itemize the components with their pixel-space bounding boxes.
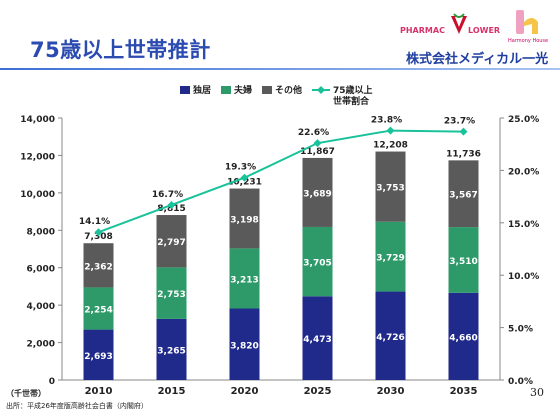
ratio-point [94,228,103,237]
x-tick-label: 2015 [158,386,186,397]
bar-segment-other [229,188,260,249]
ratio-point [459,127,468,136]
y-left-tick-label: 12,000 [20,152,55,162]
bar-total-label: 12,208 [373,141,408,151]
bar-segment-label: 4,473 [303,335,331,345]
bar-segment-other [375,151,406,222]
bar-segment-single [375,291,406,380]
legend-label: 独居 [192,84,211,96]
bar-segment-label: 2,797 [157,238,185,248]
bar-segment-couple [302,226,333,297]
bar-segment-label: 4,726 [376,333,404,343]
y-left-tick-label: 14,000 [20,115,55,125]
legend-label: その他 [275,84,302,96]
bar-segment-other [302,157,333,227]
bar-segment-couple [156,267,187,319]
x-tick-label: 2035 [450,386,478,397]
x-tick-label: 2025 [304,386,332,397]
bar-segment-single [156,318,187,380]
bar-total-label: 8,815 [157,204,185,214]
ratio-point-label: 22.6% [298,128,329,138]
legend-swatch [221,86,231,94]
y-right-tick-label: 0.0% [508,377,533,387]
ratio-point-label: 23.7% [444,117,475,127]
y-left-tick-label: 8,000 [27,227,55,237]
ratio-point-label: 16.7% [152,190,183,200]
bar-segment-single [448,292,479,380]
bar-segment-label: 2,362 [84,262,112,272]
y-left-tick-label: 4,000 [27,302,55,312]
ratio-point-label: 23.8% [371,116,402,126]
legend-label: 世帯割合 [333,95,370,107]
bar-segment-couple [375,221,406,292]
bar-segment-label: 3,198 [230,215,258,225]
ratio-line [98,129,464,234]
bar-segment-couple [229,248,260,309]
bar-segment-label: 2,753 [157,290,185,300]
y-right-tick-label: 10.0% [508,272,539,282]
bar-total-label: 11,736 [446,149,481,159]
bar-segment-other [448,160,479,228]
bar-segment-label: 3,567 [449,191,477,201]
bar-segment-single [83,329,114,380]
bar-total-label: 7,308 [84,232,112,242]
x-tick-label: 2030 [377,386,405,397]
y-left-tick-label: 2,000 [27,340,55,350]
bar-segment-label: 3,705 [303,259,331,269]
y-right-tick-label: 15.0% [508,220,539,230]
flower-logo-icon [451,13,467,34]
ratio-point-label: 14.1% [79,217,110,227]
ratio-point-label: 19.3% [225,163,256,173]
bar-segment-label: 3,689 [303,189,331,199]
bar-segment-label: 3,510 [449,257,477,267]
y-right-tick-label: 25.0% [508,115,539,125]
bar-segment-label: 3,213 [230,275,258,285]
unit-note: （千世帯） [6,389,46,398]
legend-swatch [180,86,190,94]
legend-swatch [262,86,272,94]
ratio-point [167,200,176,209]
bar-segment-other [83,243,114,288]
ratio-point [313,139,322,148]
y-right-tick-label: 5.0% [508,325,533,335]
company-name: 株式会社メディカル一光 [406,52,549,67]
y-left-tick-label: 10,000 [20,190,55,200]
y-right-tick-label: 20.0% [508,167,539,177]
bar-segment-couple [448,227,479,293]
title-divider [0,68,560,70]
logo-harmony-text: Harmony House [508,38,549,44]
y-left-tick-label: 6,000 [27,265,55,275]
bar-segment-other [156,215,187,268]
page-title: 75歳以上世帯推計 [30,38,211,62]
bar-segment-label: 2,254 [84,306,112,316]
bar-segment-label: 3,729 [376,254,404,264]
source-note: 出所：平成26年度版高齢社会白書（内閣府） [6,402,148,410]
bar-total-label: 10,231 [227,178,262,188]
legend-line-marker [317,86,325,94]
bar-segment-couple [83,287,114,330]
y-left-tick-label: 0 [49,377,55,387]
bar-segment-label: 3,753 [376,184,404,194]
bar-segment-single [302,296,333,380]
ratio-point [386,126,395,135]
logo-pharmacy-text: PHARMAC [400,26,445,35]
bar-segment-label: 2,693 [84,352,112,362]
bar-segment-single [229,308,260,380]
legend-label: 夫婦 [234,84,252,96]
logo-lower-text: LOWER [468,26,501,35]
bar-segment-label: 3,265 [157,346,185,356]
bar-segment-label: 3,820 [230,341,258,351]
harmony-house-logo-icon [516,10,538,34]
legend-label: 75歳以上 [333,84,373,96]
ratio-point [240,173,249,182]
bar-total-label: 11,867 [300,147,335,157]
page-number: 30 [530,386,544,399]
logo-area: PHARMAC LOWER Harmony House 株式会社メディカル一光 [382,4,552,67]
x-tick-label: 2020 [231,386,259,397]
x-tick-label: 2010 [85,386,113,397]
bar-segment-label: 4,660 [449,333,477,343]
